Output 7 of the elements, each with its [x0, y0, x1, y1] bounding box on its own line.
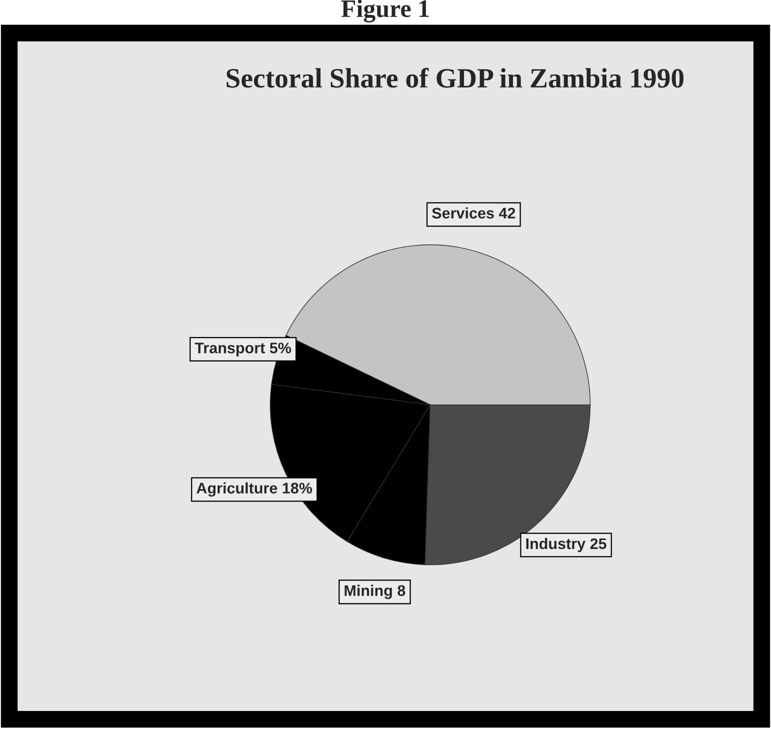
slice-label: Agriculture 18% [196, 482, 312, 497]
caption: Figure 1 [341, 0, 429, 22]
slice-label: Transport 5% [194, 342, 292, 356]
slice-label: Services 42 [432, 207, 516, 219]
slice-label: Industry 25 [526, 538, 606, 552]
chart-title: Sectoral Share of GDP in Zambia 1990 [226, 68, 684, 88]
slice-label: Mining 8 [344, 584, 406, 600]
